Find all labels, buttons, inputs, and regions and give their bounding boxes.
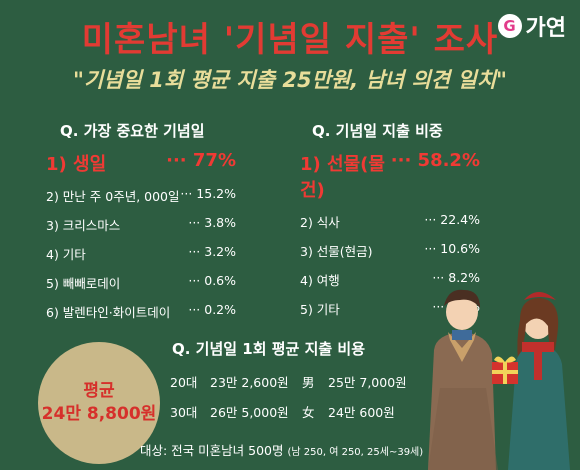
list-item: 1) 선물(물건) ··· 58.2% xyxy=(300,150,480,202)
item-value: ··· 0.2% xyxy=(188,302,236,317)
survey-footnote: 대상: 전국 미혼남녀 500명 (남 250, 여 250, 25세~39세) xyxy=(140,440,423,459)
spending-ratio-heading: Q. 기념일 지출 비중 xyxy=(312,122,443,140)
item-label: 1) 선물(물건) xyxy=(300,154,385,201)
item-label: 1) 생일 xyxy=(46,154,107,175)
list-item: 3) 선물(현금) ··· 10.6% xyxy=(300,241,480,260)
item-value: ··· 77% xyxy=(166,150,236,171)
list-item: 4) 여행 ··· 8.2% xyxy=(300,270,480,289)
item-label: 3) 크리스마스 xyxy=(46,218,121,233)
cost-sex-female: 女 xyxy=(302,405,315,420)
item-value: ··· 3.8% xyxy=(188,215,236,230)
important-day-list: 1) 생일 ··· 77% 2) 만난 주 0주년, 000일 ··· 15.2… xyxy=(46,150,236,321)
item-value: ··· 3.2% xyxy=(188,244,236,259)
item-label: 4) 기타 xyxy=(46,247,86,262)
item-value: ··· 58.2% xyxy=(390,150,480,171)
item-label: 6) 발렌타인·화이트데이 xyxy=(46,305,171,320)
average-cost-heading: Q. 기념일 1회 평균 지출 비용 xyxy=(172,340,365,358)
item-value: ··· 0.6% xyxy=(188,273,236,288)
footnote-main: 대상: 전국 미혼남녀 500명 xyxy=(140,443,284,458)
footnote-detail: (남 250, 여 250, 25세~39세) xyxy=(287,447,424,458)
item-label: 4) 여행 xyxy=(300,273,340,288)
badge-label: 평균 xyxy=(83,381,115,402)
cost-age-20-value: 23만 2,600원 xyxy=(210,375,289,390)
important-day-heading: Q. 가장 중요한 기념일 xyxy=(60,122,205,140)
list-item: 3) 크리스마스 ··· 3.8% xyxy=(46,215,236,234)
average-badge: 평균 24만 8,800원 xyxy=(38,342,160,464)
cost-age-30: 30대 xyxy=(170,405,198,420)
item-value: ··· 15.2% xyxy=(180,186,236,201)
item-value: ··· 8.2% xyxy=(432,270,480,285)
brand-name: 가연 xyxy=(525,16,566,41)
cost-age-30-value: 26만 5,000원 xyxy=(210,405,289,420)
cost-age-20: 20대 xyxy=(170,375,198,390)
item-value: ··· 10.6% xyxy=(424,241,480,256)
item-label: 5) 기타 xyxy=(300,302,340,317)
page-title: 미혼남녀 '기념일 지출' 조사 xyxy=(81,20,499,60)
brand-logo-icon: G xyxy=(497,14,522,38)
cost-sex-male-value: 25만 7,000원 xyxy=(328,375,407,390)
list-item: 2) 식사 ··· 22.4% xyxy=(300,212,480,231)
item-label: 5) 빼빼로데이 xyxy=(46,276,121,291)
badge-value: 24만 8,800원 xyxy=(41,404,157,424)
list-item: 5) 빼빼로데이 ··· 0.6% xyxy=(46,273,236,292)
cost-sex-male: 男 xyxy=(302,375,315,390)
item-label: 3) 선물(현금) xyxy=(300,244,373,259)
cost-sex-female-value: 24만 600원 xyxy=(328,405,395,420)
list-item: 2) 만난 주 0주년, 000일 ··· 15.2% xyxy=(46,186,236,205)
item-label: 2) 식사 xyxy=(300,215,340,230)
item-label: 2) 만난 주 0주년, 000일 xyxy=(46,189,180,204)
brand-logo: G 가연 xyxy=(497,10,566,42)
list-item: 4) 기타 ··· 3.2% xyxy=(46,244,236,263)
page-subtitle: "기념일 1회 평균 지출 25만원, 남녀 의견 일치" xyxy=(73,68,507,92)
item-value: ··· 22.4% xyxy=(424,212,480,227)
list-item: 1) 생일 ··· 77% xyxy=(46,150,236,176)
couple-illustration xyxy=(428,289,570,470)
list-item: 6) 발렌타인·화이트데이 ··· 0.2% xyxy=(46,302,236,321)
